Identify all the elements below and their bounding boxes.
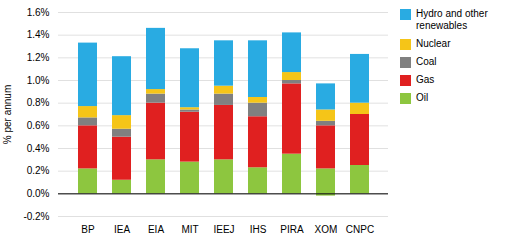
svg-text:IEEJ: IEEJ bbox=[213, 224, 234, 235]
svg-text:0.6%: 0.6% bbox=[27, 120, 50, 131]
svg-text:0.8%: 0.8% bbox=[27, 97, 50, 108]
html-text:Nuclear: Nuclear bbox=[416, 38, 451, 49]
svg-text:EIA: EIA bbox=[148, 224, 164, 235]
svg-text:1.6%: 1.6% bbox=[27, 7, 50, 18]
svg-text:0.0%: 0.0% bbox=[27, 188, 50, 199]
svg-text:PIRA: PIRA bbox=[280, 224, 304, 235]
svg-text:MIT: MIT bbox=[181, 224, 198, 235]
svg-text:CNPC: CNPC bbox=[346, 224, 374, 235]
svg-text:IEA: IEA bbox=[114, 224, 130, 235]
html-text:Hydro and other renewables: Hydro and other renewables bbox=[416, 8, 488, 31]
svg-text:1.0%: 1.0% bbox=[27, 75, 50, 86]
svg-text:IHS: IHS bbox=[250, 224, 267, 235]
html-text:Gas: Gas bbox=[416, 74, 435, 85]
svg-text:0.2%: 0.2% bbox=[27, 165, 50, 176]
svg-text:0.4%: 0.4% bbox=[27, 143, 50, 154]
svg-text:1.2%: 1.2% bbox=[27, 52, 50, 63]
svg-text:% per annum: % per annum bbox=[2, 85, 13, 144]
svg-text:-0.2%: -0.2% bbox=[23, 211, 49, 222]
svg-text:BP: BP bbox=[81, 224, 95, 235]
html-text:Coal: Coal bbox=[416, 56, 437, 67]
html-text:Oil: Oil bbox=[416, 92, 429, 103]
svg-text:1.4%: 1.4% bbox=[27, 29, 50, 40]
svg-text:XOM: XOM bbox=[315, 224, 338, 235]
